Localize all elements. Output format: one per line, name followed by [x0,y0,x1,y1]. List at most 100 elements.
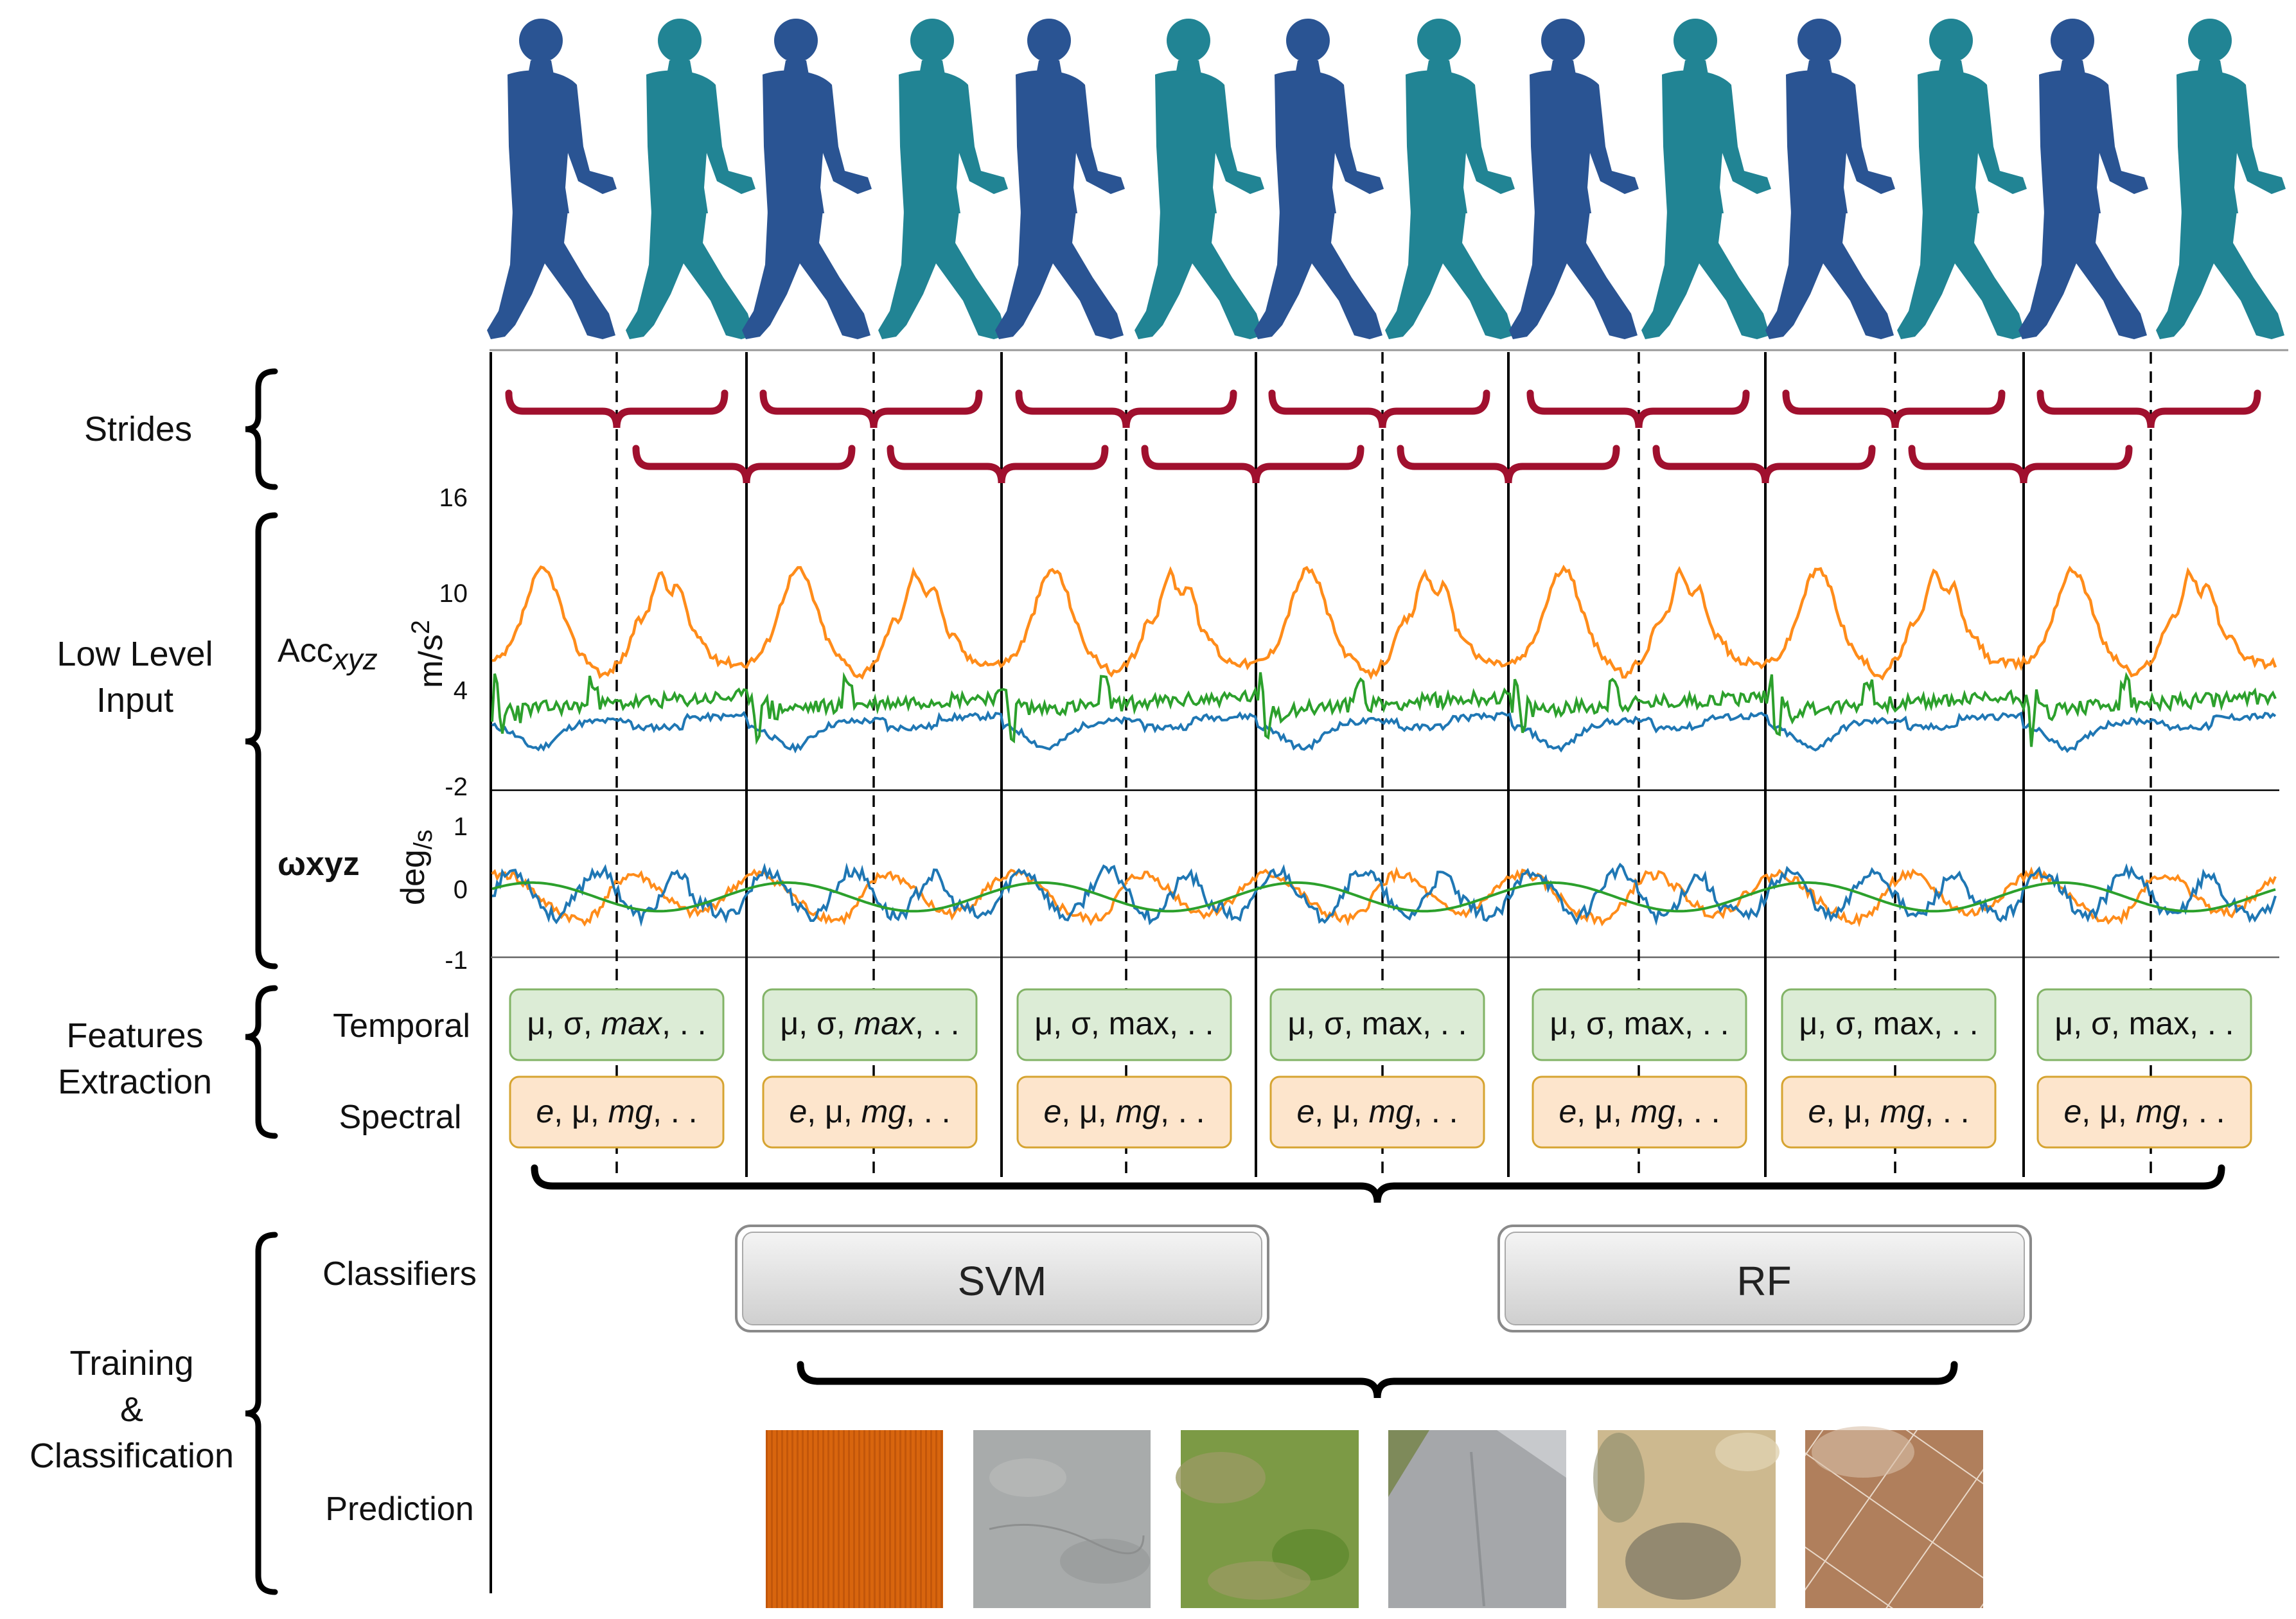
stride-brace [1526,389,1750,429]
stride-brace [1268,389,1490,429]
gyro-unit-label: deg/s [394,829,437,905]
walking-person-icon [1385,19,1515,339]
surface-sand-icon [1593,1430,1779,1608]
stride-brace [759,389,983,429]
acc-tick-4: 4 [454,677,468,705]
walking-person-icon [1509,19,1639,339]
spectral-feature-box: e, μ, mg, . . [1532,1075,1747,1149]
stride-brace [1141,445,1364,484]
stride-brace [2036,389,2261,429]
spectral-feature-box: e, μ, mg, . . [1269,1075,1485,1149]
temporal-feature-text: μ, σ, max, . . [1287,1005,1467,1041]
section-label-low-level-2: Input [96,681,173,720]
temporal-feature-box: μ, σ, max, . . [509,988,725,1061]
temporal-feature-text: μ, σ, max, . . [527,1005,706,1041]
spectral-feature-box: e, μ, mg, . . [1781,1075,1997,1149]
stride-brace [505,389,729,429]
bracket-training [245,1232,278,1595]
stride-divider-lines [615,352,2152,1177]
gyro-series-y-line [491,881,2276,913]
rf-button[interactable]: RF [1497,1225,2032,1332]
walking-person-icon [1641,19,1771,339]
walking-person-icon [1897,19,2027,339]
section-brackets [245,368,278,1595]
svm-button[interactable]: SVM [735,1225,1269,1332]
temporal-feature-text: μ, σ, max, . . [1034,1005,1214,1041]
spectral-row-label: Spectral [339,1099,462,1136]
acc-series-x-line [491,564,2277,681]
svm-button-label: SVM [958,1258,1047,1304]
temporal-feature-box: μ, σ, max, . . [1781,988,1997,1061]
acc-unit-label: m/s2 [407,620,450,688]
temporal-feature-text: μ, σ, max, . . [2054,1005,2234,1041]
gyro-row-label: ωxyz [278,845,360,883]
walking-person-icon [1254,19,1384,339]
walking-person-icon [1135,19,1264,339]
spectral-feature-text: e, μ, mg, . . [789,1093,950,1129]
temporal-feature-box: μ, σ, max, . . [1269,988,1485,1061]
spectral-feature-text: e, μ, mg, . . [536,1093,697,1129]
gyro-tick-0: 0 [454,876,468,904]
surface-carpet-icon [766,1430,943,1608]
acc-row-label: Accxyz [278,632,378,676]
section-label-features-2: Extraction [58,1063,212,1101]
temporal-feature-box: μ, σ, max, . . [1016,988,1232,1061]
surface-asphalt-icon [1388,1430,1566,1608]
acc-series-z-line [491,710,2277,754]
acc-tick-minus2: -2 [445,773,468,801]
gyro-series-x-line [491,866,2277,928]
section-label-training-1: Training [69,1344,193,1383]
temporal-feature-box: μ, σ, max, . . [762,988,978,1061]
bracket-strides [245,368,278,490]
stride-brace [632,445,856,484]
spectral-feature-text: e, μ, mg, . . [2063,1093,2225,1129]
walking-person-icon [2018,19,2148,339]
bracket-low-level [245,512,278,969]
features-merge-brace [531,1164,2225,1203]
spectral-feature-text: e, μ, mg, . . [1808,1093,1969,1129]
spectral-feature-box: e, μ, mg, . . [2036,1075,2252,1149]
temporal-feature-text: μ, σ, max, . . [1550,1005,1729,1041]
section-label-strides: Strides [84,410,192,448]
stride-brace [1015,389,1237,429]
spectral-feature-text: e, μ, mg, . . [1559,1093,1720,1129]
stride-braces [505,389,2261,484]
surface-tiles-icon [1805,1426,1983,1608]
section-label-low-level-1: Low Level [57,635,213,673]
walking-person-icon [995,19,1125,339]
surface-concrete-icon [973,1430,1151,1608]
temporal-row-label: Temporal [333,1007,470,1045]
gyro-tick-1: 1 [454,813,468,841]
walking-person-icon [2156,19,2286,339]
walking-person-icon [1765,19,1895,339]
surface-thumbnails [766,1426,1983,1608]
stride-brace [887,445,1109,484]
gyro-series-z-line [491,862,2277,927]
section-label-features-1: Features [66,1016,203,1055]
acc-tick-16: 16 [439,484,468,512]
stride-brace [1908,445,2133,484]
acc-tick-10: 10 [439,579,468,608]
temporal-feature-box: μ, σ, max, . . [1532,988,1747,1061]
walking-person-icon [626,19,755,339]
gyro-signal-plot [491,862,2277,928]
prediction-row-label: Prediction [325,1491,473,1528]
section-label-training-2: & [120,1390,143,1429]
gyro-tick-minus1: -1 [445,946,468,975]
surface-grass-icon [1176,1430,1359,1608]
walking-figures-strip [487,19,2286,339]
spectral-feature-box: e, μ, mg, . . [1016,1075,1232,1149]
spectral-feature-text: e, μ, mg, . . [1043,1093,1205,1129]
rf-button-label: RF [1736,1258,1791,1304]
temporal-feature-box: μ, σ, max, . . [2036,988,2252,1061]
classifiers-merge-brace [797,1361,1958,1399]
feature-boxes: μ, σ, max, . . e, μ, mg, . . μ, σ, max, . … [509,988,2252,1149]
spectral-feature-text: e, μ, mg, . . [1296,1093,1458,1129]
bracket-features [245,985,278,1139]
acc-signal-plot [491,564,2277,754]
section-label-training-3: Classification [30,1437,234,1475]
stride-brace [1397,445,1620,484]
temporal-feature-text: μ, σ, max, . . [1799,1005,1978,1041]
walking-person-icon [878,19,1008,339]
